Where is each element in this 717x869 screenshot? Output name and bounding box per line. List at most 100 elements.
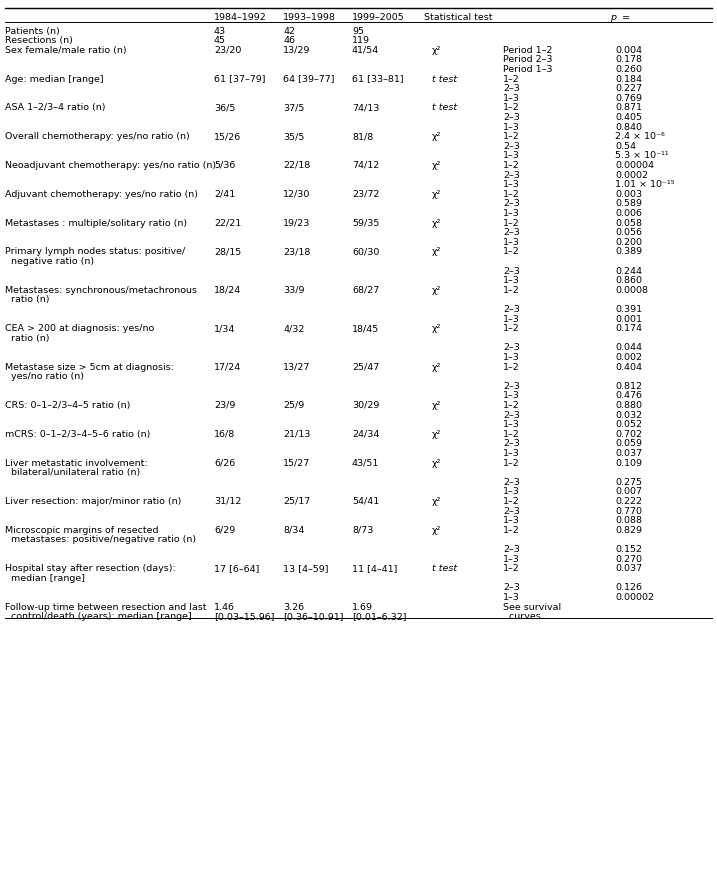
Text: 0.270: 0.270: [615, 554, 642, 564]
Text: 119: 119: [352, 36, 370, 45]
Text: 19/23: 19/23: [283, 219, 310, 228]
Text: 1.46: 1.46: [214, 602, 235, 612]
Text: 1–2: 1–2: [503, 75, 520, 83]
Text: See survival: See survival: [503, 602, 561, 612]
Text: 0.109: 0.109: [615, 459, 642, 468]
Text: 1–2: 1–2: [503, 497, 520, 506]
Text: χ²: χ²: [432, 459, 442, 468]
Text: 11 [4–41]: 11 [4–41]: [352, 564, 397, 574]
Text: 1993–1998: 1993–1998: [283, 13, 336, 22]
Text: 0.003: 0.003: [615, 189, 642, 199]
Text: χ²: χ²: [432, 324, 442, 333]
Text: 18/24: 18/24: [214, 286, 241, 295]
Text: 15/27: 15/27: [283, 459, 310, 468]
Text: 1–2: 1–2: [503, 362, 520, 372]
Text: 0.152: 0.152: [615, 545, 642, 554]
Text: 2–3: 2–3: [503, 410, 520, 420]
Text: 1–3: 1–3: [503, 516, 520, 525]
Text: 0.007: 0.007: [615, 488, 642, 496]
Text: 1–3: 1–3: [503, 123, 520, 131]
Text: 1–3: 1–3: [503, 151, 520, 161]
Text: 0.044: 0.044: [615, 343, 642, 353]
Text: 0.088: 0.088: [615, 516, 642, 525]
Text: 23/18: 23/18: [283, 248, 310, 256]
Text: χ²: χ²: [432, 161, 442, 170]
Text: χ²: χ²: [432, 46, 442, 55]
Text: 6/29: 6/29: [214, 526, 235, 534]
Text: 0.002: 0.002: [615, 353, 642, 362]
Text: 2–3: 2–3: [503, 113, 520, 122]
Text: control/death (years): median [range]: control/death (years): median [range]: [5, 612, 191, 621]
Text: median [range]: median [range]: [5, 574, 85, 583]
Text: 1999–2005: 1999–2005: [352, 13, 405, 22]
Text: 2–3: 2–3: [503, 381, 520, 391]
Text: 1–2: 1–2: [503, 430, 520, 439]
Text: Liver metastatic involvement:: Liver metastatic involvement:: [5, 459, 148, 468]
Text: 61 [37–79]: 61 [37–79]: [214, 75, 265, 83]
Text: 13 [4–59]: 13 [4–59]: [283, 564, 328, 574]
Text: 2–3: 2–3: [503, 199, 520, 209]
Text: metastases: positive/negative ratio (n): metastases: positive/negative ratio (n): [5, 535, 196, 544]
Text: 0.00004: 0.00004: [615, 161, 654, 170]
Text: ratio (n): ratio (n): [5, 295, 49, 304]
Text: Statistical test: Statistical test: [424, 13, 493, 22]
Text: 2–3: 2–3: [503, 229, 520, 237]
Text: 31/12: 31/12: [214, 497, 242, 506]
Text: 68/27: 68/27: [352, 286, 379, 295]
Text: 0.405: 0.405: [615, 113, 642, 122]
Text: 0.056: 0.056: [615, 229, 642, 237]
Text: [0.36–10.91]: [0.36–10.91]: [283, 612, 343, 621]
Text: 2.4 × 10⁻⁶: 2.4 × 10⁻⁶: [615, 132, 665, 141]
Text: 2–3: 2–3: [503, 84, 520, 93]
Text: 35/5: 35/5: [283, 132, 305, 141]
Text: 0.391: 0.391: [615, 305, 642, 314]
Text: Sex female/male ratio (n): Sex female/male ratio (n): [5, 46, 127, 55]
Text: 0.032: 0.032: [615, 410, 642, 420]
Text: 1.01 × 10⁻¹⁵: 1.01 × 10⁻¹⁵: [615, 180, 675, 189]
Text: 36/5: 36/5: [214, 103, 235, 112]
Text: Metastase size > 5cm at diagnosis:: Metastase size > 5cm at diagnosis:: [5, 362, 174, 372]
Text: 0.871: 0.871: [615, 103, 642, 112]
Text: 16/8: 16/8: [214, 430, 235, 439]
Text: Period 1–3: Period 1–3: [503, 65, 553, 74]
Text: 41/54: 41/54: [352, 46, 379, 55]
Text: 95: 95: [352, 27, 364, 36]
Text: χ²: χ²: [432, 526, 442, 534]
Text: χ²: χ²: [432, 362, 442, 372]
Text: 1–3: 1–3: [503, 353, 520, 362]
Text: CRS: 0–1–2/3–4–5 ratio (n): CRS: 0–1–2/3–4–5 ratio (n): [5, 401, 130, 410]
Text: 23/9: 23/9: [214, 401, 235, 410]
Text: 1–2: 1–2: [503, 526, 520, 534]
Text: 0.126: 0.126: [615, 583, 642, 593]
Text: χ²: χ²: [432, 219, 442, 228]
Text: 25/47: 25/47: [352, 362, 379, 372]
Text: 1–2: 1–2: [503, 286, 520, 295]
Text: 2–3: 2–3: [503, 583, 520, 593]
Text: 0.052: 0.052: [615, 421, 642, 429]
Text: 43/51: 43/51: [352, 459, 379, 468]
Text: 2–3: 2–3: [503, 440, 520, 448]
Text: 74/12: 74/12: [352, 161, 379, 170]
Text: 0.812: 0.812: [615, 381, 642, 391]
Text: 0.389: 0.389: [615, 248, 642, 256]
Text: χ²: χ²: [432, 286, 442, 295]
Text: ASA 1–2/3–4 ratio (n): ASA 1–2/3–4 ratio (n): [5, 103, 105, 112]
Text: 64 [39–77]: 64 [39–77]: [283, 75, 335, 83]
Text: 5/36: 5/36: [214, 161, 235, 170]
Text: 0.404: 0.404: [615, 362, 642, 372]
Text: 0.0002: 0.0002: [615, 170, 648, 180]
Text: 3.26: 3.26: [283, 602, 304, 612]
Text: 0.702: 0.702: [615, 430, 642, 439]
Text: Resections (n): Resections (n): [5, 36, 73, 45]
Text: 0.059: 0.059: [615, 440, 642, 448]
Text: 0.037: 0.037: [615, 449, 642, 458]
Text: 1–3: 1–3: [503, 554, 520, 564]
Text: 1–2: 1–2: [503, 132, 520, 141]
Text: 1–3: 1–3: [503, 180, 520, 189]
Text: 1–3: 1–3: [503, 315, 520, 323]
Text: 1–2: 1–2: [503, 189, 520, 199]
Text: ratio (n): ratio (n): [5, 334, 49, 342]
Text: 12/30: 12/30: [283, 189, 310, 199]
Text: 74/13: 74/13: [352, 103, 379, 112]
Text: 1.69: 1.69: [352, 602, 373, 612]
